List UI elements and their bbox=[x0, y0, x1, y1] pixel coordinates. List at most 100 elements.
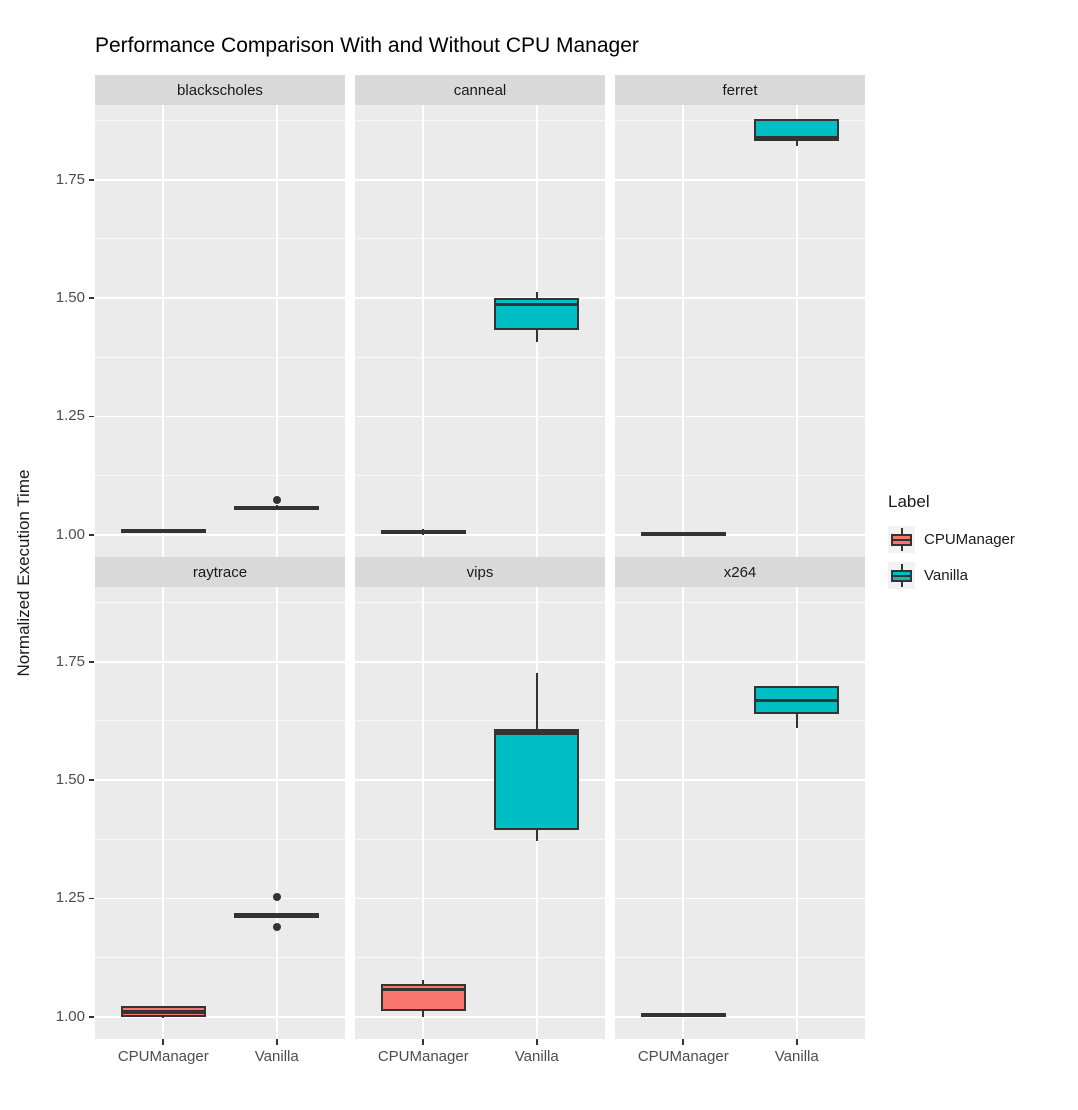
gridline-vertical bbox=[275, 587, 278, 1039]
gridline-minor bbox=[95, 720, 345, 722]
facet-strip-x264: x264 bbox=[615, 557, 865, 587]
median-line-vanilla bbox=[494, 302, 580, 306]
gridline-major bbox=[355, 779, 605, 781]
facet-panel-raytrace bbox=[95, 587, 345, 1039]
whisker-upper-vanilla bbox=[535, 672, 538, 730]
y-tick-mark bbox=[89, 178, 94, 181]
legend-label-vanilla: Vanilla bbox=[924, 567, 968, 584]
median-line-vanilla bbox=[754, 136, 840, 140]
gridline-vertical bbox=[162, 587, 165, 1039]
gridline-minor bbox=[355, 838, 605, 840]
gridline-minor bbox=[615, 238, 865, 240]
x-tick-mark bbox=[795, 1039, 798, 1045]
gridline-minor bbox=[355, 475, 605, 477]
gridline-major bbox=[355, 897, 605, 900]
gridline-minor bbox=[95, 475, 345, 477]
facet-label-canneal: canneal bbox=[453, 81, 507, 99]
y-tick-mark bbox=[89, 297, 94, 299]
median-line-cpumanager bbox=[640, 1013, 726, 1017]
facet-strip-ferret: ferret bbox=[615, 75, 865, 105]
whisker-lower-cpumanager bbox=[422, 534, 425, 536]
chart-title: Performance Comparison With and Without … bbox=[95, 34, 639, 57]
y-tick-label: 1.00 bbox=[55, 525, 85, 543]
gridline-major bbox=[95, 533, 345, 536]
gridline-major bbox=[615, 297, 865, 299]
gridline-minor bbox=[615, 120, 865, 122]
y-tick-label: 1.25 bbox=[55, 889, 85, 907]
gridline-vertical bbox=[795, 587, 798, 1039]
gridline-minor bbox=[95, 602, 345, 604]
median-line-cpumanager bbox=[640, 532, 726, 536]
key-median-line bbox=[893, 538, 910, 541]
gridline-major bbox=[95, 897, 345, 900]
y-tick-mark bbox=[89, 533, 94, 536]
gridline-major bbox=[355, 297, 605, 299]
legend-title: Label bbox=[888, 492, 930, 511]
gridline-major bbox=[355, 533, 605, 536]
facet-label-raytrace: raytrace bbox=[192, 563, 248, 581]
whisker-upper-vanilla bbox=[535, 291, 538, 299]
facet-strip-raytrace: raytrace bbox=[95, 557, 345, 587]
facet-label-ferret: ferret bbox=[722, 81, 758, 99]
outlier-point-vanilla bbox=[272, 496, 281, 505]
gridline-major bbox=[615, 779, 865, 781]
facet-panel-ferret bbox=[615, 105, 865, 557]
y-tick-label: 1.25 bbox=[55, 407, 85, 425]
box-vanilla bbox=[494, 729, 580, 831]
gridline-vertical bbox=[275, 105, 278, 557]
gridline-minor bbox=[615, 475, 865, 477]
box-vanilla bbox=[754, 118, 840, 141]
y-tick-mark bbox=[89, 415, 94, 418]
boxplot-key-icon bbox=[888, 526, 915, 553]
whisker-lower-vanilla bbox=[535, 330, 538, 342]
median-line-vanilla bbox=[234, 505, 320, 510]
key-box bbox=[891, 569, 912, 582]
median-line-vanilla bbox=[754, 698, 840, 703]
gridline-major bbox=[95, 415, 345, 418]
gridline-vertical bbox=[682, 105, 685, 557]
gridline-major bbox=[355, 1015, 605, 1018]
gridline-major bbox=[355, 660, 605, 663]
gridline-vertical bbox=[162, 105, 165, 557]
x-tick-label-cpumanager: CPUManager bbox=[637, 1048, 729, 1065]
whisker-lower-cpumanager bbox=[422, 1011, 425, 1017]
gridline-major bbox=[615, 178, 865, 181]
gridline-minor bbox=[95, 238, 345, 240]
median-line-cpumanager bbox=[120, 529, 206, 533]
gridline-minor bbox=[615, 356, 865, 358]
legend-entry-vanilla: Vanilla bbox=[888, 562, 1015, 589]
x-tick-label-cpumanager: CPUManager bbox=[377, 1048, 469, 1065]
gridline-major bbox=[615, 533, 865, 536]
y-tick-label: 1.75 bbox=[55, 652, 85, 670]
whisker-upper-vanilla bbox=[275, 504, 278, 506]
y-tick-label: 1.00 bbox=[55, 1007, 85, 1025]
facet-panel-canneal bbox=[355, 105, 605, 557]
median-line-vanilla bbox=[234, 913, 320, 917]
gridline-minor bbox=[355, 120, 605, 122]
y-tick-mark bbox=[89, 897, 94, 900]
y-tick-mark bbox=[89, 779, 94, 781]
gridline-minor bbox=[355, 356, 605, 358]
median-line-cpumanager bbox=[380, 530, 466, 534]
x-tick-mark bbox=[275, 1039, 278, 1045]
whisker-upper-vanilla bbox=[275, 912, 278, 914]
x-tick-mark bbox=[162, 1039, 165, 1045]
whisker-lower-cpumanager bbox=[162, 1017, 165, 1019]
gridline-minor bbox=[95, 957, 345, 959]
gridline-vertical bbox=[422, 105, 425, 557]
x-tick-mark bbox=[682, 1039, 685, 1045]
gridline-vertical bbox=[682, 587, 685, 1039]
gridline-major bbox=[355, 178, 605, 181]
y-tick-mark bbox=[89, 1015, 94, 1018]
median-line-cpumanager bbox=[120, 1010, 206, 1014]
gridline-major bbox=[95, 297, 345, 299]
whisker-lower-vanilla bbox=[535, 830, 538, 842]
median-line-vanilla bbox=[494, 731, 580, 735]
x-tick-label-vanilla: Vanilla bbox=[254, 1048, 299, 1065]
legend-label-cpumanager: CPUManager bbox=[924, 531, 1015, 548]
gridline-major bbox=[615, 660, 865, 663]
y-tick-mark bbox=[89, 660, 94, 663]
gridline-major bbox=[355, 415, 605, 418]
facet-label-vips: vips bbox=[466, 563, 494, 581]
